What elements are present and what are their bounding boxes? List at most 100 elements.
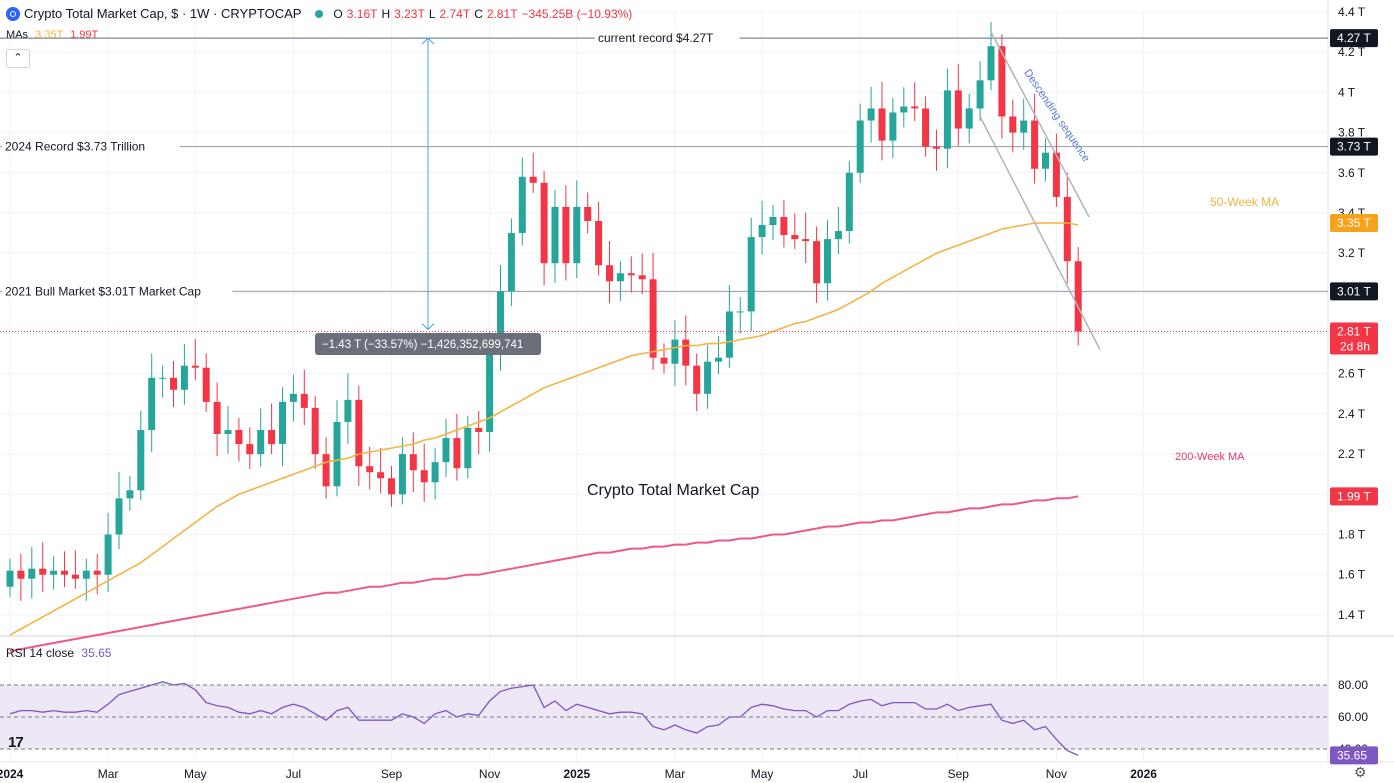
candle-body bbox=[224, 430, 232, 435]
collapse-legend-button[interactable]: ⌃ bbox=[6, 49, 30, 68]
candle-body bbox=[170, 377, 177, 390]
ref-price-tag: 4.27 T bbox=[1337, 31, 1371, 45]
candle-body bbox=[933, 146, 940, 149]
candle-body bbox=[388, 478, 395, 495]
ma200-price-tag: 1.99 T bbox=[1337, 489, 1371, 503]
last-price-tag: 2.81 T bbox=[1337, 325, 1371, 339]
candle-body bbox=[39, 568, 47, 575]
candle-body bbox=[725, 311, 733, 358]
low-value: 2.74T bbox=[439, 6, 471, 21]
y-tick-label: 1.6 T bbox=[1338, 568, 1366, 582]
ref-price-tag: 3.01 T bbox=[1337, 284, 1371, 298]
candle-body bbox=[268, 430, 276, 445]
x-tick-label: Sep bbox=[948, 767, 970, 781]
rsi-line bbox=[9, 681, 1079, 756]
x-tick-label: 2025 bbox=[563, 767, 590, 781]
candle-body bbox=[398, 454, 406, 495]
candle-body bbox=[377, 472, 385, 479]
ma-label: MAs bbox=[6, 29, 28, 41]
candle-body bbox=[279, 401, 286, 445]
ref-line-label: current record $4.27T bbox=[598, 31, 714, 45]
candle-body bbox=[627, 273, 635, 276]
candle-body bbox=[671, 339, 679, 364]
rsi-price-tag: 35.65 bbox=[1337, 748, 1367, 762]
candle-body bbox=[1031, 120, 1039, 169]
candle-body bbox=[61, 570, 68, 575]
candle-body bbox=[464, 428, 472, 469]
tradingview-logo-icon[interactable]: 17 bbox=[8, 734, 24, 751]
x-tick-label: 2026 bbox=[1130, 767, 1157, 781]
candle-body bbox=[834, 231, 842, 240]
candle-body bbox=[682, 339, 690, 366]
candle-body bbox=[987, 46, 995, 81]
candle-body bbox=[736, 311, 744, 313]
candle-body bbox=[867, 108, 875, 121]
close-value: 2.81T bbox=[486, 6, 518, 21]
candle-body bbox=[704, 361, 712, 394]
candle-body bbox=[191, 365, 199, 368]
change-value: −345.25B (−10.93%) bbox=[521, 6, 633, 21]
candle-body bbox=[289, 393, 297, 402]
candle-body bbox=[431, 462, 439, 483]
candle-body bbox=[507, 233, 515, 292]
ref-label-bg bbox=[2, 138, 180, 155]
candle-body bbox=[126, 490, 134, 499]
candle-body bbox=[965, 108, 973, 129]
candle-body bbox=[595, 221, 603, 266]
candle-body bbox=[322, 454, 330, 487]
open-label: O bbox=[333, 6, 343, 21]
x-tick-label: Nov bbox=[479, 767, 500, 781]
last-price-tag-bg bbox=[1330, 322, 1378, 355]
rsi-legend[interactable]: RSI 14 close 35.65 bbox=[6, 646, 111, 660]
close-label: C bbox=[474, 6, 483, 21]
y-tick-label: 4 T bbox=[1338, 85, 1356, 99]
candle-body bbox=[529, 176, 537, 183]
high-value: 3.23T bbox=[394, 6, 425, 21]
y-tick-label: 2.2 T bbox=[1338, 447, 1366, 461]
x-tick-label: Mar bbox=[98, 767, 119, 781]
ma200-price-tag-bg bbox=[1330, 487, 1378, 506]
y-tick-label: 4.4 T bbox=[1338, 5, 1366, 19]
measure-label: −1.43 T (−33.57%) −1,426,352,699,741 bbox=[322, 339, 523, 351]
x-tick-label: Sep bbox=[381, 767, 403, 781]
y-tick-label: 2.4 T bbox=[1338, 407, 1366, 421]
candle-body bbox=[824, 239, 831, 284]
candle-body bbox=[366, 466, 374, 473]
candle-body bbox=[1063, 196, 1071, 262]
settings-gear-icon[interactable]: ⚙ bbox=[1354, 764, 1367, 780]
rsi-level-label: 60.00 bbox=[1338, 710, 1368, 724]
candle-body bbox=[300, 393, 308, 408]
candle-body bbox=[257, 430, 265, 455]
candle-body bbox=[551, 206, 559, 264]
x-tick-label: Mar bbox=[665, 767, 686, 781]
candle-body bbox=[6, 570, 14, 587]
candle-body bbox=[409, 454, 417, 471]
y-tick-label: 3.8 T bbox=[1338, 126, 1366, 140]
candle-body bbox=[486, 353, 494, 433]
candle-body bbox=[104, 534, 112, 575]
symbol-title[interactable]: Crypto Total Market Cap, $ · 1W · CRYPTO… bbox=[24, 6, 302, 21]
candle-body bbox=[93, 570, 101, 575]
ref-line-label: 2024 Record $3.73 Trillion bbox=[5, 140, 145, 154]
candle-body bbox=[562, 206, 570, 264]
candle-body bbox=[606, 265, 613, 282]
candle-body bbox=[344, 399, 352, 422]
ma-legend[interactable]: MAs 3.35T 1.99T bbox=[6, 29, 98, 41]
ref-price-tag-bg bbox=[1330, 29, 1378, 48]
candle-body bbox=[584, 206, 592, 222]
candle-body bbox=[1042, 152, 1049, 169]
candle-body bbox=[1052, 152, 1060, 197]
chart-center-label: Crypto Total Market Cap bbox=[587, 482, 759, 499]
y-tick-label: 2.6 T bbox=[1338, 367, 1366, 381]
y-tick-label: 1.8 T bbox=[1338, 528, 1366, 542]
x-tick-label: May bbox=[184, 767, 207, 781]
y-tick-label: 3.2 T bbox=[1338, 246, 1366, 260]
candle-body bbox=[813, 241, 821, 284]
candle-body bbox=[333, 421, 341, 487]
candle-body bbox=[802, 239, 810, 242]
rsi-level-label: 80.00 bbox=[1338, 678, 1368, 692]
candle-body bbox=[213, 401, 221, 435]
candle-body bbox=[900, 106, 908, 113]
candle-body bbox=[540, 182, 548, 264]
